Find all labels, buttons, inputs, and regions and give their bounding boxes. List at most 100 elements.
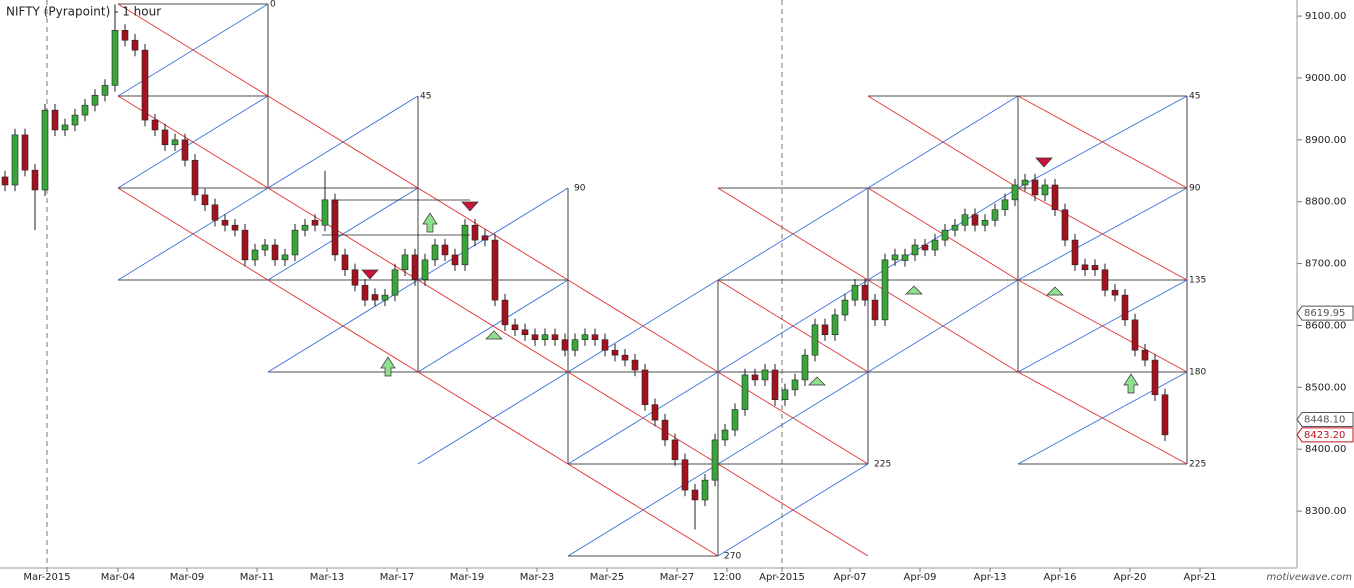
candle-body xyxy=(551,334,559,340)
candle-body xyxy=(91,94,99,106)
candle-body xyxy=(681,459,689,491)
candle-body xyxy=(741,374,749,410)
candle-body xyxy=(441,244,449,256)
pyrapoint-label: 225 xyxy=(1189,460,1206,470)
candle-body xyxy=(881,259,889,321)
candle-body xyxy=(1081,264,1089,271)
pyrapoint-down xyxy=(717,279,869,373)
candle-body xyxy=(541,334,549,340)
candle-body xyxy=(991,209,999,221)
candle-body xyxy=(211,204,219,221)
candle-body xyxy=(401,254,409,271)
candle-body xyxy=(801,354,809,381)
range-line xyxy=(331,199,470,234)
candle-body xyxy=(901,254,909,261)
candle-body xyxy=(1091,265,1099,271)
candle-body xyxy=(511,324,519,331)
x-tick-label: 12:00 xyxy=(713,572,742,583)
candle-body xyxy=(841,299,849,316)
candle-body xyxy=(281,254,289,261)
x-tick-label: Mar-25 xyxy=(590,572,625,583)
candle-body xyxy=(31,169,39,191)
sell-signal xyxy=(1035,157,1053,168)
candle-body xyxy=(501,299,509,326)
candle-body xyxy=(41,109,49,191)
pyrapoint-label: 45 xyxy=(420,92,431,102)
x-tick-label: Mar-04 xyxy=(101,572,136,583)
candle-body xyxy=(831,314,839,336)
candle-body xyxy=(771,369,779,401)
price-marker-label: 8423.20 xyxy=(1304,430,1345,441)
candle-body xyxy=(301,224,309,231)
candle-body xyxy=(661,419,669,441)
candle-body xyxy=(1111,289,1119,296)
candle-body xyxy=(711,439,719,481)
candle-body xyxy=(231,224,239,231)
candle-body xyxy=(641,369,649,405)
candle-body xyxy=(61,124,69,131)
candle-body xyxy=(521,329,529,336)
candle-body xyxy=(1071,239,1079,266)
chart-title: NIFTY (Pyrapoint) - 1 hour xyxy=(6,5,161,19)
pyrapoint-down xyxy=(267,187,419,281)
candle-body xyxy=(1121,294,1129,321)
candle-body xyxy=(571,339,579,351)
buy-signal xyxy=(905,285,923,295)
candle-body xyxy=(221,219,229,226)
candle-body xyxy=(751,374,759,381)
candle-body xyxy=(971,214,979,226)
candle-body xyxy=(391,269,399,296)
candle-body xyxy=(1,176,9,186)
candle-body xyxy=(11,134,19,186)
candle-body xyxy=(1061,209,1069,241)
candle-body xyxy=(1021,179,1029,186)
candle-body xyxy=(311,219,319,226)
candle-body xyxy=(981,219,989,226)
x-tick-label: Mar-13 xyxy=(310,572,345,583)
candle-body xyxy=(71,114,79,126)
watermark: motivewave.com xyxy=(1266,572,1352,583)
candle-body xyxy=(631,359,639,371)
price-marker-box xyxy=(1296,411,1354,427)
candle-body xyxy=(411,254,419,280)
candle-body xyxy=(931,239,939,251)
candle-body xyxy=(341,254,349,271)
candle-body xyxy=(491,239,499,301)
pyrapoint-down xyxy=(1017,279,1188,373)
candle-body xyxy=(1041,184,1049,196)
range-box xyxy=(322,199,470,236)
candle-body xyxy=(351,269,359,286)
x-tick-label: Mar-2015 xyxy=(23,572,70,583)
y-tick-label: 8900.00 xyxy=(1305,135,1346,146)
candle-body xyxy=(171,139,179,146)
candle-body xyxy=(131,39,139,51)
candle-body xyxy=(761,369,769,381)
x-tick-label: Apr-21 xyxy=(1184,572,1217,583)
pyrapoint-down xyxy=(417,187,569,281)
signals xyxy=(361,157,1139,394)
candle-body xyxy=(921,244,929,251)
candle-body xyxy=(941,229,949,241)
pyrapoint-label: 225 xyxy=(874,460,891,470)
pyrapoint-label: 270 xyxy=(724,552,741,562)
candle-body xyxy=(291,229,299,256)
candle-body xyxy=(111,30,119,86)
pyrapoint-label: 135 xyxy=(1189,276,1206,286)
x-tick-label: Mar-17 xyxy=(380,572,415,583)
y-tick-label: 8700.00 xyxy=(1305,259,1346,270)
pyrapoint-down xyxy=(717,463,869,557)
pyrapoint-down xyxy=(717,187,869,281)
candle-body xyxy=(951,224,959,231)
candle-body xyxy=(331,199,339,256)
candle-body xyxy=(621,354,629,361)
candle-body xyxy=(381,294,389,301)
candle-body xyxy=(1131,319,1139,351)
candle-body xyxy=(361,284,369,301)
pyrapoint-down xyxy=(1017,95,1188,189)
candle-body xyxy=(531,334,539,340)
pyrapoint-grid: 0 45 90 225 270 45 90 135 180 225 xyxy=(46,0,1206,568)
pyrapoint-down xyxy=(117,187,269,281)
candle-body xyxy=(811,324,819,356)
